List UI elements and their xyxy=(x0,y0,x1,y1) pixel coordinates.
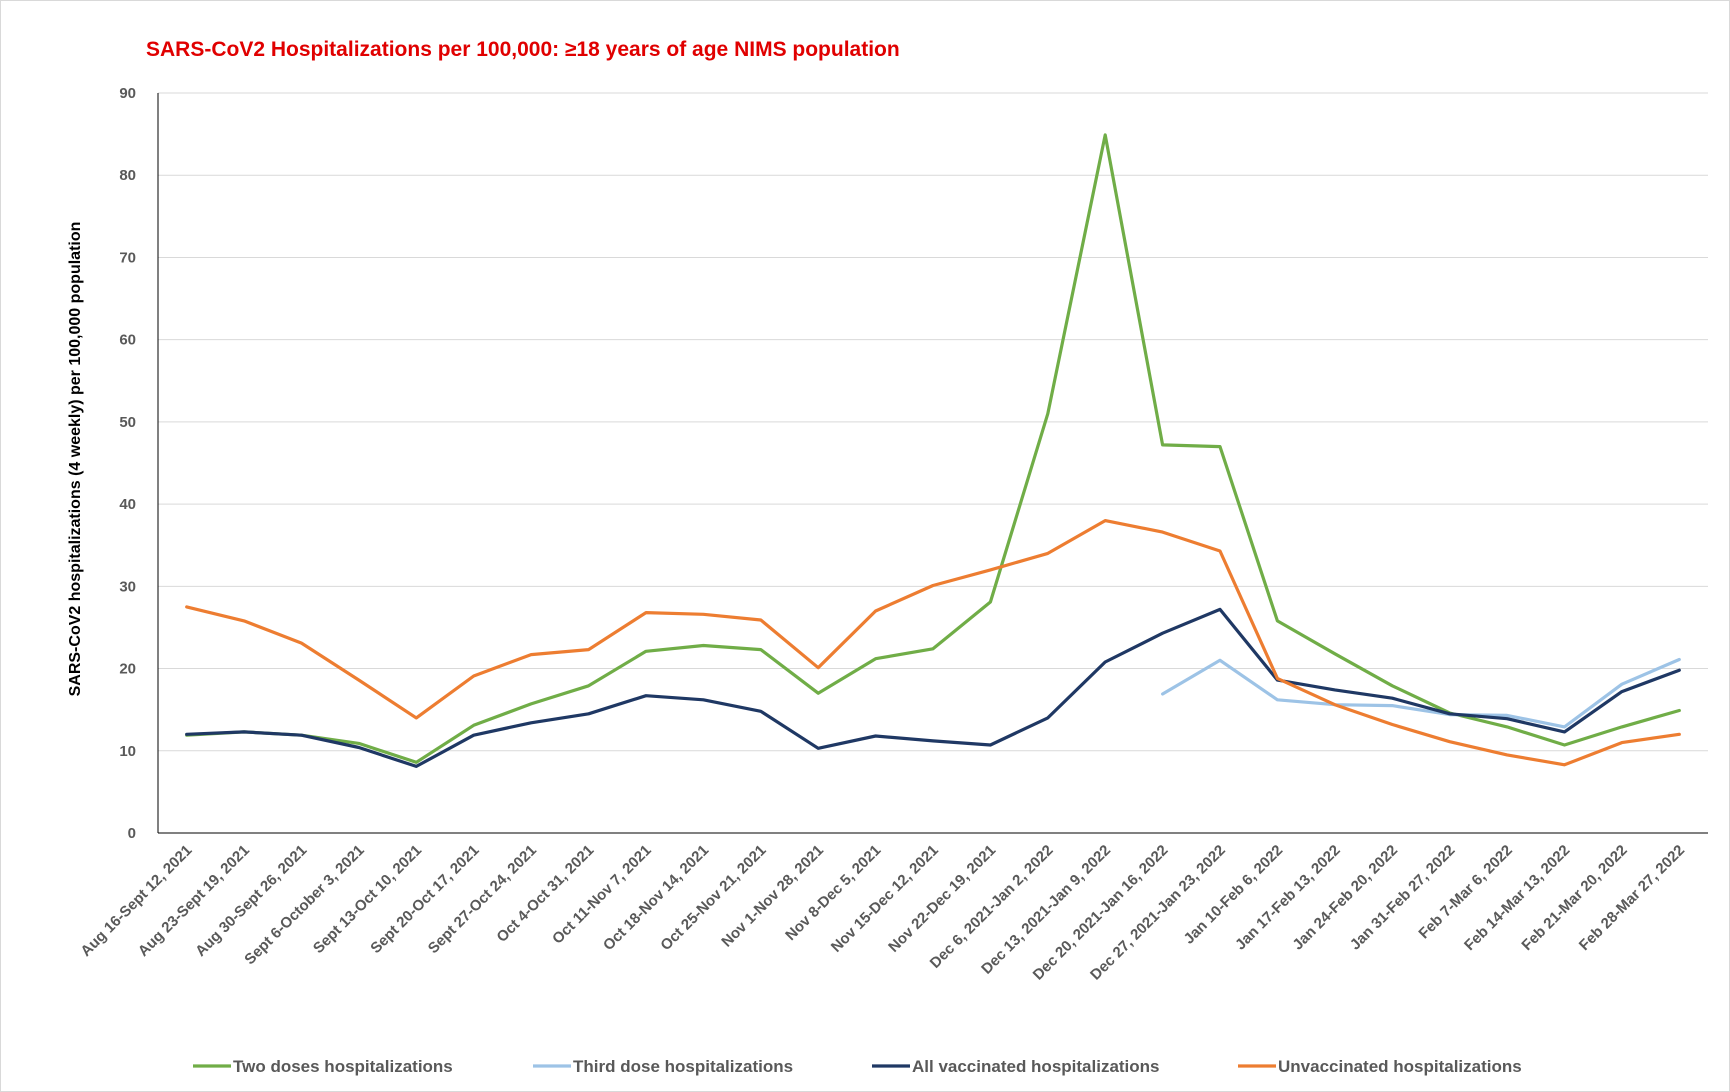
y-tick-label: 70 xyxy=(119,249,136,266)
legend-label: Two doses hospitalizations xyxy=(233,1057,453,1076)
y-tick-label: 50 xyxy=(119,414,136,431)
y-tick-label: 0 xyxy=(128,825,136,842)
series-line-4 xyxy=(185,519,1681,767)
y-tick-label: 40 xyxy=(119,496,136,513)
series-line-2 xyxy=(1161,657,1681,729)
y-axis-label: SARS-CoV2 hospitalizations (4 weekly) pe… xyxy=(67,222,84,697)
y-tick-labels: 0 10 20 30 40 50 60 70 80 90 xyxy=(119,85,136,842)
legend-label: Third dose hospitalizations xyxy=(573,1057,793,1076)
y-tick-label: 10 xyxy=(119,743,136,760)
y-tick-label: 80 xyxy=(119,167,136,184)
legend-label: Unvaccinated hospitalizations xyxy=(1278,1057,1522,1076)
axes xyxy=(157,93,1708,834)
series-line-1 xyxy=(185,133,1681,764)
legend: Two doses hospitalizations Third dose hos… xyxy=(193,1057,1522,1076)
legend-label: All vaccinated hospitalizations xyxy=(912,1057,1160,1076)
series-line-3 xyxy=(185,607,1681,768)
y-tick-label: 90 xyxy=(119,85,136,102)
gridlines xyxy=(158,92,1708,752)
chart-title: SARS-CoV2 Hospitalizations per 100,000: … xyxy=(146,38,900,61)
y-tick-label: 60 xyxy=(119,332,136,349)
y-tick-label: 20 xyxy=(119,661,136,678)
y-tick-label: 30 xyxy=(119,578,136,595)
series-lines xyxy=(185,133,1681,768)
